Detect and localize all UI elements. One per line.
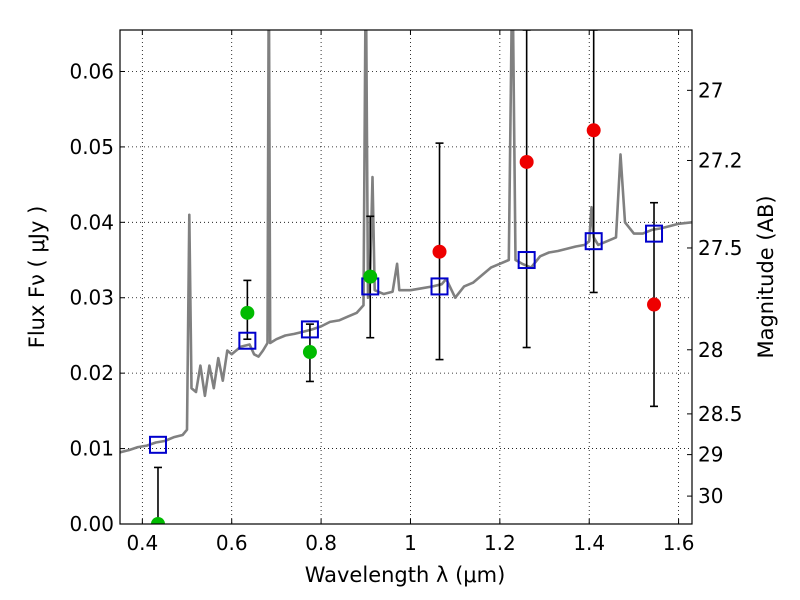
- y-tick-label: 0.01: [69, 437, 114, 461]
- y-tick-label: 0.03: [69, 286, 114, 310]
- data-point-circle: [150, 517, 165, 524]
- y2-axis-label: Magnitude (AB): [754, 195, 778, 358]
- model-spectrum-line: [120, 30, 692, 454]
- y-tick-label: 0.06: [69, 59, 114, 83]
- y2-tick-label: 27.2: [698, 148, 743, 172]
- x-axis-label: Wavelength λ (μm): [305, 563, 506, 587]
- x-tick-label: 1.6: [663, 531, 695, 555]
- plot-frame: [119, 29, 693, 525]
- data-point-circle: [432, 244, 447, 259]
- y2-tick-label: 30: [698, 484, 723, 508]
- data-point-square: [584, 232, 603, 251]
- x-tick-label: 1: [404, 531, 417, 555]
- data-point-square: [517, 251, 536, 270]
- y2-tick-label: 28.5: [698, 402, 743, 426]
- y2-tick-label: 27: [698, 78, 723, 102]
- data-point-circle: [647, 297, 662, 312]
- data-point-square: [148, 435, 167, 454]
- data-point-circle: [363, 269, 378, 284]
- data-point-circle: [586, 123, 601, 138]
- ticks-layer: 0.4 0.6 0.8 1 1.2 1.4 1.6 0.00 0.01 0.02 0.03 0.04 0…: [69, 30, 743, 555]
- y-tick-label: 0.00: [69, 512, 114, 536]
- data-point-circle: [519, 154, 534, 169]
- y2-tick-label: 29: [698, 443, 723, 467]
- model-spectrum-layer: [120, 30, 692, 454]
- data-point-circle: [240, 305, 255, 320]
- x-tick-label: 1.2: [484, 531, 516, 555]
- markers-layer: [148, 123, 664, 524]
- x-tick-label: 1.4: [573, 531, 605, 555]
- y-tick-label: 0.05: [69, 135, 114, 159]
- x-tick-label: 0.6: [216, 531, 248, 555]
- data-point-circle: [302, 345, 317, 360]
- data-point-square: [430, 277, 449, 296]
- y-tick-label: 0.04: [69, 210, 114, 234]
- y-axis-label: Flux Fν ( μJy ): [25, 206, 49, 349]
- data-point-square: [238, 331, 257, 350]
- data-point-square: [300, 320, 319, 339]
- y2-tick-label: 27.5: [698, 236, 743, 260]
- x-tick-label: 0.4: [126, 531, 158, 555]
- y-tick-label: 0.02: [69, 361, 114, 385]
- data-point-square: [645, 224, 664, 243]
- x-tick-label: 0.8: [305, 531, 337, 555]
- y2-tick-label: 28: [698, 338, 723, 362]
